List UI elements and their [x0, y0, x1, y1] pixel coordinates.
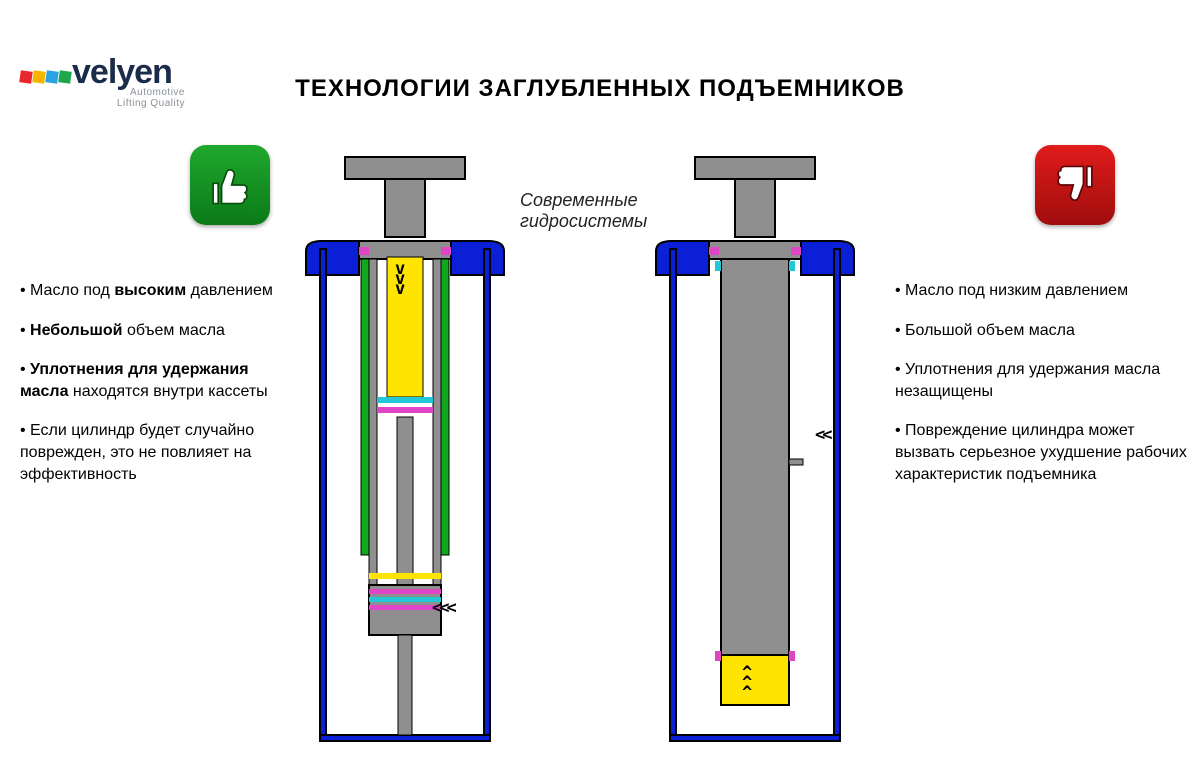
subtitle-l2: гидросистемы: [520, 211, 647, 231]
cylinder-right-diagram: [650, 155, 860, 745]
flow-mark-right-bot: ^^^: [742, 668, 749, 699]
flow-mark-left-top: vvv: [395, 264, 402, 295]
flow-mark-right-mid: <<: [815, 430, 829, 440]
page-title: ТЕХНОЛОГИИ ЗАГЛУБЛЕННЫХ ПОДЪЕМНИКОВ: [0, 75, 1200, 103]
bullet-item: • Уплотнения для удержания масла незащищ…: [895, 359, 1195, 402]
bullets-right: • Масло под низким давлением • Большой об…: [895, 280, 1195, 503]
thumbs-down-icon: [1035, 145, 1115, 225]
bullet-item: • Небольшой объем масла: [20, 320, 285, 342]
bullet-item: • Повреждение цилиндра может вызвать сер…: [895, 420, 1195, 485]
bullet-item: • Большой объем масла: [895, 320, 1195, 342]
thumbs-up-icon: [190, 145, 270, 225]
cylinder-left-diagram: [300, 155, 510, 745]
flow-mark-left-bot: <<<: [432, 603, 454, 613]
bullet-item: • Уплотнения для удержания масла находят…: [20, 359, 285, 402]
bullet-item: • Масло под высоким давлением: [20, 280, 285, 302]
bullet-item: • Масло под низким давлением: [895, 280, 1195, 302]
subtitle: Современные гидросистемы: [520, 190, 647, 232]
bullets-left: • Масло под высоким давлением • Небольшой…: [20, 280, 285, 503]
bullet-item: • Если цилиндр будет случайно поврежден,…: [20, 420, 285, 485]
subtitle-l1: Современные: [520, 190, 638, 210]
